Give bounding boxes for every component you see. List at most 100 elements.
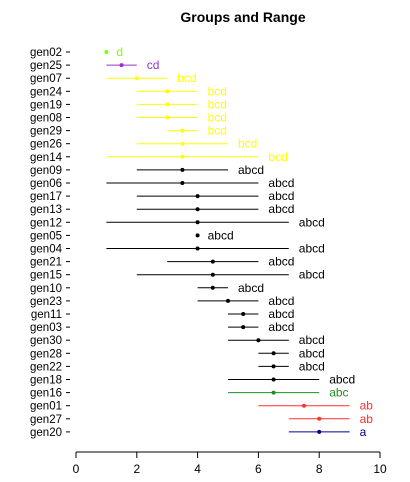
row-gen30: gen30 abcd [30,333,325,347]
row-label: gen29 [30,126,62,138]
row-label: gen09 [30,165,62,177]
group-label: abcd [238,281,264,295]
row-label: gen07 [30,73,62,85]
row-label: gen28 [30,348,62,360]
mean-point [195,194,200,199]
mean-point [104,50,109,54]
group-label: a [360,425,367,439]
row-gen29: gen29 bcd [30,124,227,138]
row-gen20: gen20 a [30,425,367,439]
group-label: abcd [268,255,294,269]
group-label: abcd [268,307,294,321]
mean-point [195,220,200,225]
row-label: gen01 [30,401,62,413]
mean-point [165,89,170,94]
mean-point [317,429,322,434]
row-gen18: gen18 abcd [30,373,355,387]
group-label: abcd [299,242,325,256]
row-label: gen02 [30,47,62,59]
row-gen19: gen19 bcd [30,97,227,111]
row-label: gen23 [30,296,62,308]
group-label: bcd [268,150,287,164]
mean-point [134,76,139,81]
mean-point [180,181,185,185]
row-gen11: gen11 abcd [31,307,295,321]
mean-point [165,115,170,120]
group-label: abcd [299,346,325,360]
group-label: bcd [208,124,227,138]
group-label: abcd [268,202,294,216]
x-tick-label: 6 [255,462,262,476]
row-label: gen16 [30,388,62,400]
mean-point [195,207,200,212]
group-label: abcd [268,189,294,203]
x-tick-label: 2 [133,462,140,476]
group-label: ab [360,399,374,413]
mean-point [271,364,276,369]
group-label: bcd [177,71,196,85]
mean-point [271,390,276,395]
group-label: bcd [238,137,257,151]
row-label: gen27 [30,414,62,426]
row-label: gen11 [31,309,62,321]
row-gen02: gen02 d [30,45,123,59]
row-gen14: gen14 bcd [30,150,288,164]
row-gen10: gen10 abcd [30,281,264,295]
group-label: bcd [208,111,227,125]
mean-point [119,63,124,68]
mean-point [180,128,185,133]
row-gen28: gen28 abcd [30,346,325,360]
row-label: gen06 [30,178,62,190]
row-label: gen20 [30,427,62,439]
row-gen08: gen08 bcd [30,111,227,125]
group-label: abcd [208,228,234,242]
mean-point [195,246,200,251]
group-label: abcd [299,215,325,229]
group-label: bcd [208,97,227,111]
row-label: gen10 [30,283,62,295]
row-gen25: gen25 cd [30,58,159,72]
mean-point [210,259,215,264]
row-label: gen21 [30,257,62,269]
row-gen22: gen22 abcd [30,359,325,373]
mean-point [317,416,322,421]
x-tick-label: 4 [194,462,201,476]
row-gen01: gen01 ab [30,399,373,413]
group-label: abcd [299,268,325,282]
row-gen26: gen26 bcd [30,137,257,151]
row-gen06: gen06 abcd [30,176,294,190]
mean-point [271,351,276,356]
group-label: abcd [268,320,294,334]
row-gen09: gen09 abcd [30,163,264,177]
row-gen27: gen27 ab [30,412,373,426]
group-label: abcd [299,333,325,347]
group-label: bcd [208,84,227,98]
row-label: gen05 [30,230,62,242]
row-gen13: gen13 abcd [30,202,294,216]
row-label: gen26 [30,139,62,151]
x-tick-label: 0 [73,462,80,476]
mean-point [180,167,185,172]
row-gen04: gen04 abcd [30,242,325,256]
group-label: abc [329,386,348,400]
mean-point [165,102,170,107]
row-label: gen14 [30,152,63,164]
row-label: gen25 [30,60,62,72]
row-label: gen15 [30,270,62,282]
row-gen17: gen17 abcd [30,189,294,203]
x-tick-label: 8 [316,462,323,476]
mean-point [302,403,306,408]
group-label: abcd [299,359,325,373]
row-label: gen24 [30,86,63,98]
row-label: gen12 [30,217,62,229]
row-gen07: gen07 bcd [30,71,197,85]
row-label: gen13 [30,204,62,216]
row-label: gen04 [30,244,63,256]
row-label: gen18 [30,375,62,387]
mean-point [180,154,185,159]
mean-point [271,377,276,382]
row-label: gen08 [30,113,62,125]
group-label: abcd [238,163,264,177]
